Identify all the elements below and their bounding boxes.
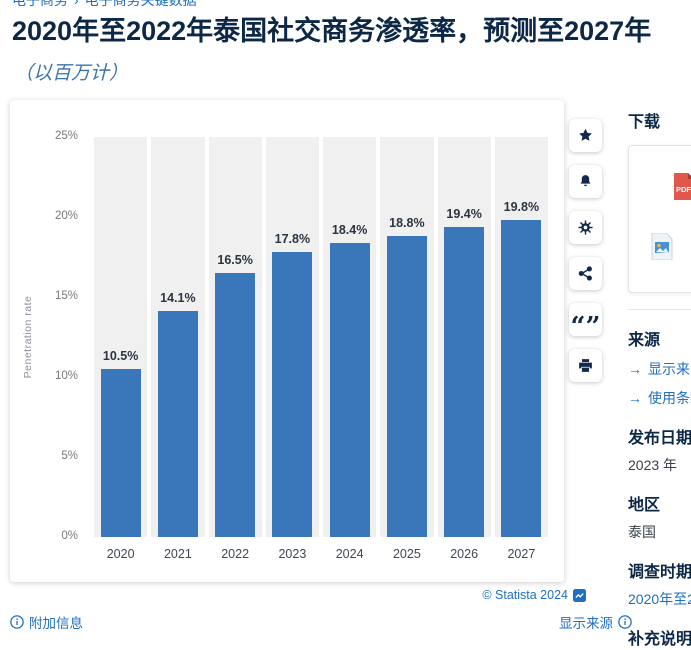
bell-icon bbox=[580, 175, 591, 187]
value-label: 18.4% bbox=[331, 222, 368, 237]
arrow-icon: → bbox=[628, 390, 642, 406]
info-icon bbox=[618, 615, 632, 629]
notes-label: 补充说明 bbox=[628, 631, 691, 648]
x-tick-label: 2025 bbox=[392, 547, 421, 561]
settings-button[interactable] bbox=[569, 211, 602, 244]
svg-text:PDF: PDF bbox=[676, 185, 691, 194]
value-label: 17.8% bbox=[274, 232, 311, 247]
footer-links: 附加信息 显示来源 bbox=[10, 612, 632, 632]
y-tick-label: 25% bbox=[54, 130, 78, 142]
download-card: PDF bbox=[628, 145, 691, 293]
share-icon bbox=[578, 266, 592, 281]
bar[interactable] bbox=[329, 242, 370, 537]
value-label: 19.4% bbox=[446, 206, 482, 221]
survey-period-label: 调查时期 bbox=[628, 564, 691, 581]
additional-info-label: 附加信息 bbox=[29, 616, 83, 631]
bar[interactable] bbox=[215, 273, 256, 537]
info-icon bbox=[10, 615, 24, 629]
page-subtitle: （以百万计） bbox=[14, 63, 129, 84]
source-link-terms[interactable]: → 使用条款 bbox=[628, 388, 691, 408]
value-label: 16.5% bbox=[217, 253, 253, 267]
bar[interactable] bbox=[386, 236, 427, 537]
x-tick-label: 2026 bbox=[450, 547, 479, 561]
region-section: 地区 泰国 bbox=[628, 491, 691, 542]
survey-period-section: 调查时期 2020年至2022年 bbox=[628, 558, 691, 609]
source-link-show-label[interactable]: 显示来源 bbox=[648, 361, 691, 377]
page-title: 2020年至2022年泰国社交商务渗透率，预测至2027年 bbox=[12, 16, 652, 46]
x-tick-label: 2020 bbox=[106, 547, 135, 561]
value-label: 14.1% bbox=[160, 291, 196, 306]
image-file-icon bbox=[651, 232, 673, 260]
alert-button[interactable] bbox=[569, 165, 602, 198]
additional-info-link[interactable]: 附加信息 bbox=[10, 612, 83, 632]
bar[interactable] bbox=[157, 311, 198, 537]
x-tick-label: 2024 bbox=[335, 547, 364, 561]
y-tick-label: 10% bbox=[54, 370, 78, 382]
bar[interactable] bbox=[444, 226, 485, 537]
share-button[interactable] bbox=[569, 257, 602, 290]
y-tick-label: 5% bbox=[61, 450, 78, 462]
x-axis-labels: 2020 2021 2022 2023 2024 2025 2026 2027 bbox=[92, 547, 550, 563]
x-tick-label: 2022 bbox=[221, 547, 250, 561]
breadcrumb-link-ecommerce[interactable]: 电子商务 bbox=[12, 0, 68, 8]
bar[interactable] bbox=[501, 220, 542, 537]
copyright-row: © Statista 2024 bbox=[10, 588, 586, 602]
cite-button[interactable]: “” bbox=[569, 303, 602, 342]
favorite-button[interactable] bbox=[569, 119, 602, 152]
divider bbox=[628, 309, 691, 310]
star-icon bbox=[579, 128, 592, 141]
region-value: 泰国 bbox=[628, 524, 656, 540]
y-tick-label: 20% bbox=[54, 210, 78, 222]
plot-area: 10.5% 14.1% 16.5% 17.8% 18.4% 18.8% 19.4% 19.8% bbox=[92, 137, 550, 537]
chart-card: Penetration rate 0% 5% 10% 15% 20% 25% 10.5% 1… bbox=[10, 100, 564, 582]
x-tick-label: 2021 bbox=[163, 547, 192, 561]
download-image-button[interactable] bbox=[629, 216, 691, 276]
value-label: 19.8% bbox=[503, 200, 540, 215]
value-label: 18.8% bbox=[389, 216, 425, 231]
gear-icon bbox=[578, 220, 593, 235]
notes-section: 补充说明 市场规模 理，通过 方法确定 bbox=[628, 625, 691, 650]
download-title: 下载 bbox=[628, 114, 661, 131]
download-pdf-button[interactable]: PDF bbox=[629, 156, 691, 216]
release-date-value: 2023 年 bbox=[628, 457, 678, 473]
value-label: 10.5% bbox=[102, 349, 139, 363]
region-label: 地区 bbox=[628, 497, 661, 514]
x-tick-label: 2023 bbox=[278, 547, 307, 561]
sidebar: 下载 PDF 来源 → 显示来源 → 使用条款 发布日期 2023 年 地区 泰… bbox=[628, 108, 691, 650]
show-source-link[interactable]: 显示来源 bbox=[559, 612, 632, 632]
breadcrumb: 电子商务 › 电子商务关键数据 bbox=[12, 0, 197, 10]
quote-icon: “” bbox=[570, 311, 601, 342]
source-link-terms-label[interactable]: 使用条款 bbox=[648, 390, 691, 406]
chart-toolbar: “” bbox=[569, 119, 602, 382]
source-link-show[interactable]: → 显示来源 bbox=[628, 359, 691, 379]
survey-period-value[interactable]: 2020年至2022年 bbox=[628, 591, 691, 607]
arrow-icon: → bbox=[628, 361, 642, 377]
bar[interactable] bbox=[272, 252, 313, 537]
show-source-label: 显示来源 bbox=[559, 616, 613, 631]
y-tick-label: 15% bbox=[54, 290, 78, 302]
source-title: 来源 bbox=[628, 332, 661, 349]
pdf-file-icon: PDF bbox=[674, 172, 691, 200]
statista-copyright-link[interactable]: © Statista 2024 bbox=[482, 588, 568, 602]
y-axis-labels: 0% 5% 10% 15% 20% 25% bbox=[10, 130, 84, 542]
statista-logo-icon bbox=[573, 588, 586, 602]
bar[interactable] bbox=[100, 369, 141, 537]
printer-icon bbox=[579, 359, 592, 372]
release-date-section: 发布日期 2023 年 bbox=[628, 424, 691, 475]
release-date-label: 发布日期 bbox=[628, 430, 691, 447]
x-tick-label: 2027 bbox=[507, 547, 536, 561]
breadcrumb-link-key-figures[interactable]: 电子商务关键数据 bbox=[84, 0, 197, 8]
y-tick-label: 0% bbox=[61, 530, 78, 542]
breadcrumb-separator: › bbox=[74, 0, 79, 8]
print-button[interactable] bbox=[569, 349, 602, 382]
